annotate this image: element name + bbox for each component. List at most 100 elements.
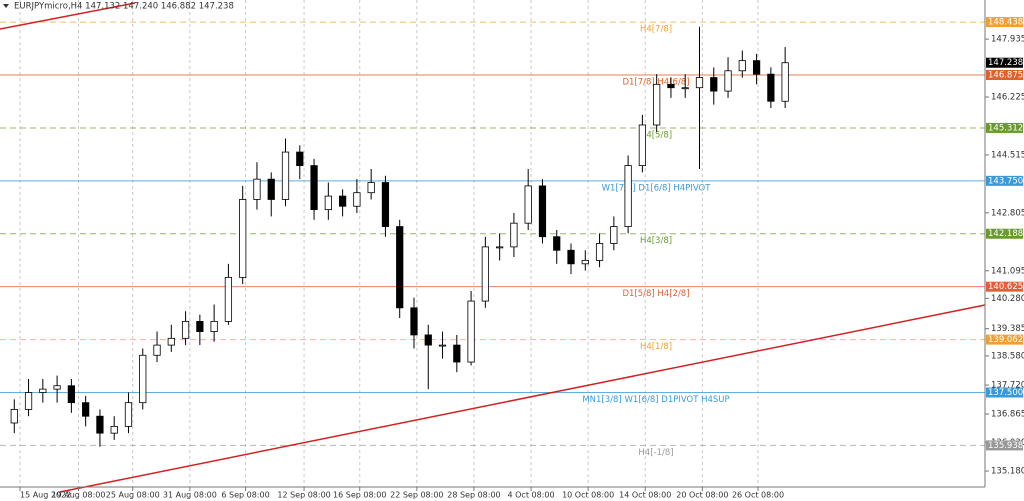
trendline: [59, 304, 986, 493]
candle-body: [24, 392, 33, 410]
chart-title: EURJPYmicro,H4 147.132 147.240 146.882 1…: [14, 2, 234, 12]
y-tick-label: 136.865: [991, 410, 1024, 420]
levels: H4[7/8] D1[7/8] H4[6/8] H4[5/8] W1[7/8] D1[…: [0, 21, 985, 458]
candle-body: [710, 77, 718, 92]
candle-body: [239, 199, 247, 278]
price-tag: [986, 175, 1023, 186]
y-tick-label: 144.515: [991, 150, 1024, 160]
price-tag: [986, 228, 1023, 239]
y-tick-label: 147.935: [991, 35, 1024, 45]
level-label: H4[-1/8]: [638, 448, 673, 458]
x-tick-label: 15 Aug 2022: [20, 491, 71, 500]
price-tag-label: 140.625: [988, 282, 1023, 292]
candle-body: [624, 165, 632, 227]
price-tag-label: 143.750: [988, 176, 1023, 186]
candle-body: [738, 60, 746, 72]
candle-body: [96, 415, 104, 434]
candle-body: [724, 70, 732, 92]
price-tag: [986, 17, 1023, 28]
candle-body: [210, 320, 218, 332]
candle-body: [581, 260, 589, 265]
candle-body: [481, 246, 489, 302]
x-tick-label: 28 Sep 08:00: [447, 491, 500, 500]
y-tick-label: 137.720: [991, 381, 1024, 391]
y-tick-label: 139.385: [991, 324, 1024, 334]
x-tick-label: 19 Aug 08:00: [52, 491, 106, 500]
candle-body: [410, 307, 418, 336]
price-tag: [986, 281, 1023, 292]
level-label: H4[5/8]: [640, 130, 672, 140]
candle-body: [181, 320, 190, 339]
y-tick-label: 146.225: [991, 93, 1024, 103]
x-tick-label: 14 Oct 08:00: [619, 491, 671, 500]
candle-body: [139, 354, 147, 404]
x-tick-label: 4 Oct 08:00: [508, 491, 555, 500]
candle-body: [510, 222, 518, 248]
candle-body: [196, 320, 204, 332]
candle-body: [10, 409, 18, 424]
x-tick-label: 26 Oct 08:00: [732, 491, 784, 500]
candle-body: [353, 192, 361, 207]
candle-body: [767, 73, 775, 102]
candle-body: [424, 334, 432, 346]
level-label: H4[3/8]: [640, 236, 672, 246]
candle-body: [310, 165, 318, 211]
x-tick-label: 31 Aug 08:00: [163, 491, 217, 500]
price-tag: [986, 387, 1023, 398]
y-tick-label: 140.280: [991, 294, 1024, 304]
candle-body: [153, 344, 161, 356]
candle-body: [110, 425, 118, 434]
level-label: D1[7/8] H4[6/8]: [622, 78, 689, 88]
candle-body: [67, 385, 75, 404]
candle-body: [438, 344, 447, 347]
price-tag-label: 135.938: [988, 441, 1023, 451]
x-tick-label: 20 Oct 08:00: [676, 491, 728, 500]
candle-body: [553, 236, 561, 251]
x-tick-label: 6 Sep 08:00: [221, 491, 269, 500]
candle-body: [667, 83, 675, 89]
price-tag: [986, 122, 1023, 133]
candle-body: [281, 151, 290, 200]
candle-body: [224, 276, 233, 322]
candle-body: [595, 243, 604, 261]
candle-body: [653, 83, 661, 126]
candle-body: [267, 178, 275, 200]
candle-body: [453, 344, 461, 363]
level-label: H4[7/8]: [640, 25, 672, 35]
price-tag-label: 137.500: [988, 388, 1023, 398]
x-tick-label: 22 Sep 08:00: [390, 491, 443, 500]
trendline: [0, 2, 136, 30]
level-label: H4[1/8]: [640, 342, 672, 352]
y-tick-label: 135.180: [991, 467, 1024, 477]
level-label: MN1[3/8] W1[6/8] D1PIVOT H4SUP: [582, 395, 729, 405]
level-label: W1[7/8] D1[6/8] H4PIVOT: [602, 183, 712, 193]
candle-body: [167, 337, 175, 346]
axes: 147.935 146.225 144.515 142.805 141.095 140.2…: [19, 17, 1024, 500]
candle-body: [324, 195, 332, 211]
candle-body: [496, 246, 504, 249]
candle-body: [695, 77, 704, 89]
candle-body: [39, 388, 47, 393]
level-label: D1[5/8] H4[2/8]: [622, 289, 689, 299]
candle-body: [610, 226, 618, 244]
price-tag: [986, 70, 1023, 81]
current-price-label: 147.238: [988, 58, 1023, 68]
price-tag-label: 148.438: [988, 18, 1023, 28]
candle-body: [396, 226, 404, 309]
x-tick-label: 25 Aug 08:00: [106, 491, 160, 500]
candle-body: [296, 151, 304, 167]
price-tag: [986, 334, 1023, 345]
x-tick-label: 10 Oct 08:00: [562, 491, 614, 500]
candle-body: [367, 182, 375, 194]
candle-body: [538, 185, 547, 238]
candle-body: [524, 185, 532, 224]
price-tag: [986, 440, 1023, 451]
price-tag-label: 139.062: [988, 335, 1023, 345]
price-tag-label: 146.875: [988, 71, 1023, 81]
menu-arrow[interactable]: [3, 4, 9, 8]
y-tick-label: 141.095: [991, 266, 1024, 276]
x-tick-label: 16 Sep 08:00: [333, 491, 386, 500]
